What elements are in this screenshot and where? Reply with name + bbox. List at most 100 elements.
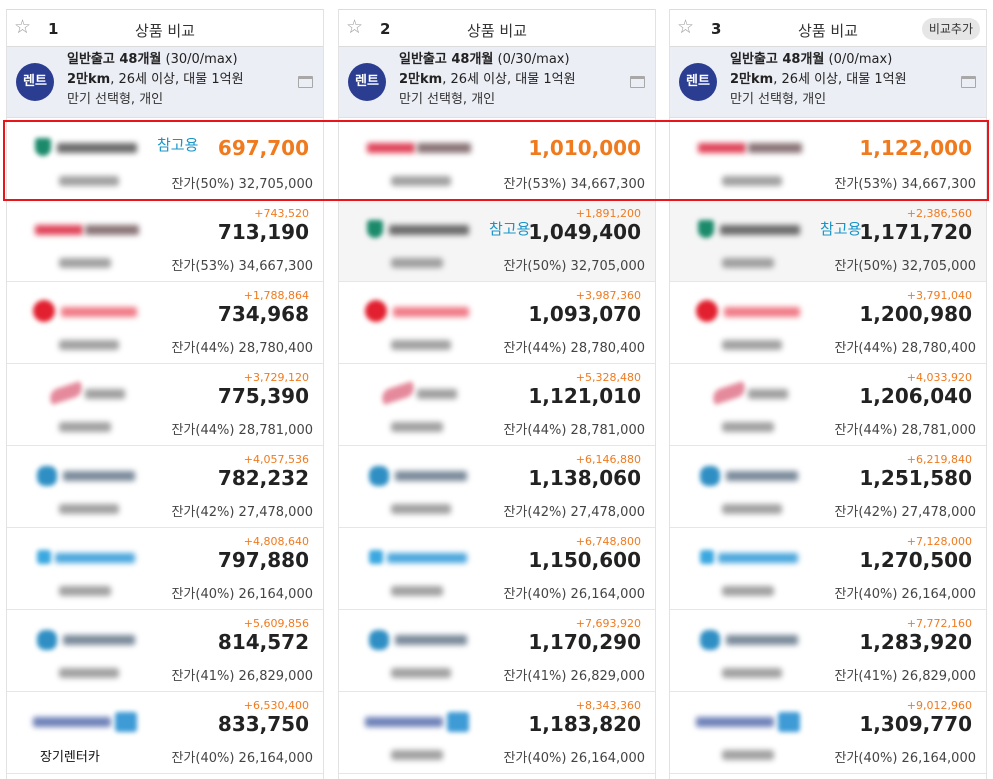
star-outline-icon[interactable]: ☆ (14, 16, 32, 38)
company-logo (694, 712, 804, 732)
quote-row[interactable]: +6,219,840 1,251,580 잔가(42%) 27,478,000 (670, 446, 986, 528)
condition-driver: , 26세 이상, 대물 1억원 (773, 72, 907, 87)
product-name-blurred (722, 750, 774, 760)
condition-driver: , 26세 이상, 대물 1억원 (110, 72, 244, 87)
compare-column-2: ☆ 2 상품 비교 렌트 일반출고 48개월 (0/30/max) 2만km, 26세 이… (338, 9, 656, 779)
price-difference: +1,788,864 (243, 289, 309, 302)
window-icon[interactable] (630, 76, 645, 88)
reference-label: 참고용 (157, 136, 199, 154)
quote-row[interactable]: +4,808,640 797,880 잔가(40%) 26,164,000 (7, 528, 323, 610)
residual-value: 잔가(44%) 28,780,400 (834, 341, 976, 356)
residual-value: 잔가(42%) 27,478,000 (834, 505, 976, 520)
monthly-price: 833,750 (217, 712, 309, 736)
compare-column-1: ☆ 1 상품 비교 렌트 일반출고 48개월 (30/0/max) 2만km, 26세 이… (6, 9, 324, 779)
condition-summary[interactable]: 렌트 일반출고 48개월 (0/30/max) 2만km, 26세 이상, 대물 1… (339, 47, 655, 118)
company-logo (31, 220, 141, 240)
quote-row[interactable]: +6,748,800 1,150,600 잔가(40%) 26,164,000 (339, 528, 655, 610)
company-logo (694, 220, 804, 240)
quote-row[interactable]: +5,609,856 814,572 잔가(41%) 26,829,000 (7, 610, 323, 692)
quote-row[interactable]: +7,693,920 1,170,290 잔가(41%) 26,829,000 (339, 610, 655, 692)
star-outline-icon[interactable]: ☆ (677, 16, 695, 38)
quote-row[interactable]: +8,343,360 1,183,820 잔가(40%) 26,164,000 (339, 692, 655, 774)
monthly-price: 775,390 (217, 384, 309, 408)
residual-value: 잔가(50%) 32,705,000 (171, 177, 313, 192)
price-difference: +4,808,640 (243, 535, 309, 548)
monthly-price: 1,170,290 (528, 630, 641, 654)
residual-value: 잔가(44%) 28,781,000 (171, 423, 313, 438)
quote-row[interactable]: +5,328,480 1,121,010 잔가(44%) 28,781,000 (339, 364, 655, 446)
quote-row[interactable]: 참고용 +2,386,560 1,171,720 잔가(50%) 32,705,000 (670, 200, 986, 282)
condition-summary[interactable]: 렌트 일반출고 48개월 (0/0/max) 2만km, 26세 이상, 대물 1억… (670, 47, 986, 118)
monthly-price: 1,206,040 (859, 384, 972, 408)
star-outline-icon[interactable]: ☆ (346, 16, 364, 38)
monthly-price: 1,283,920 (859, 630, 972, 654)
quote-row[interactable]: +4,033,920 1,206,040 잔가(44%) 28,781,000 (670, 364, 986, 446)
column-header: ☆ 3 상품 비교 비교추가 (670, 9, 986, 47)
product-name-blurred (391, 176, 451, 186)
condition-mileage: 2만km (730, 72, 774, 87)
quote-row[interactable]: 1,122,000 잔가(53%) 34,667,300 (670, 118, 986, 200)
product-name-blurred (722, 176, 782, 186)
quote-row[interactable]: 1,010,000 잔가(53%) 34,667,300 (339, 118, 655, 200)
window-icon[interactable] (961, 76, 976, 88)
monthly-price: 1,138,060 (528, 466, 641, 490)
quote-row[interactable]: 장기렌터카 +6,530,400 833,750 잔가(40%) 26,164,000 (7, 692, 323, 774)
rent-badge: 렌트 (348, 63, 386, 101)
quote-row[interactable]: +6,146,880 1,138,060 잔가(42%) 27,478,000 (339, 446, 655, 528)
quote-row[interactable]: +7,128,000 1,270,500 잔가(40%) 26,164,000 (670, 528, 986, 610)
monthly-price: 1,049,400 (528, 220, 641, 244)
condition-term: 일반출고 48개월 (730, 52, 825, 67)
condition-contract: 만기 선택형, 개인 (730, 92, 827, 107)
quote-row[interactable]: +4,057,536 782,232 잔가(42%) 27,478,000 (7, 446, 323, 528)
price-difference: +1,891,200 (575, 207, 641, 220)
monthly-price: 1,251,580 (859, 466, 972, 490)
product-name-blurred (59, 422, 111, 432)
quote-row[interactable]: +1,788,864 734,968 잔가(44%) 28,780,400 (7, 282, 323, 364)
price-difference: +4,057,536 (243, 453, 309, 466)
compare-column-3: ☆ 3 상품 비교 비교추가 렌트 일반출고 48개월 (0/0/max) 2만km, 26… (669, 9, 987, 779)
company-logo (694, 381, 804, 405)
company-logo (694, 466, 804, 486)
monthly-price: 1,309,770 (859, 712, 972, 736)
product-name-blurred (391, 668, 451, 678)
monthly-price: 1,171,720 (859, 220, 972, 244)
condition-contract: 만기 선택형, 개인 (399, 92, 496, 107)
product-name-blurred (59, 176, 119, 186)
price-difference: +7,772,160 (906, 617, 972, 630)
condition-ratio: (0/0/max) (824, 52, 893, 67)
condition-term: 일반출고 48개월 (399, 52, 494, 67)
monthly-price: 1,093,070 (528, 302, 641, 326)
product-name: 장기렌터카 (40, 750, 100, 765)
price-difference: +4,033,920 (906, 371, 972, 384)
product-name-blurred (722, 340, 782, 350)
price-difference: +743,520 (254, 207, 309, 220)
column-title: 상품 비교 (467, 22, 527, 40)
residual-value: 잔가(40%) 26,164,000 (503, 751, 645, 766)
quote-row[interactable]: +3,729,120 775,390 잔가(44%) 28,781,000 (7, 364, 323, 446)
monthly-price: 1,200,980 (859, 302, 972, 326)
window-icon[interactable] (298, 76, 313, 88)
product-name-blurred (722, 586, 774, 596)
rent-badge: 렌트 (16, 63, 54, 101)
condition-summary[interactable]: 렌트 일반출고 48개월 (30/0/max) 2만km, 26세 이상, 대물 1… (7, 47, 323, 118)
residual-value: 잔가(53%) 34,667,300 (834, 177, 976, 192)
quote-row[interactable]: 참고용 +1,891,200 1,049,400 잔가(50%) 32,705,000 (339, 200, 655, 282)
quote-row[interactable]: +7,772,160 1,283,920 잔가(41%) 26,829,000 (670, 610, 986, 692)
reference-label: 참고용 (820, 220, 862, 238)
quote-row[interactable]: +3,791,040 1,200,980 잔가(44%) 28,780,400 (670, 282, 986, 364)
monthly-price: 1,150,600 (528, 548, 641, 572)
quote-row[interactable]: +9,012,960 1,309,770 잔가(40%) 26,164,000 (670, 692, 986, 774)
product-name-blurred (391, 258, 443, 268)
product-name-blurred (59, 668, 119, 678)
column-header: ☆ 1 상품 비교 (7, 9, 323, 47)
add-compare-button[interactable]: 비교추가 (921, 18, 980, 40)
price-difference: +2,386,560 (906, 207, 972, 220)
quote-row[interactable]: +3,987,360 1,093,070 잔가(44%) 28,780,400 (339, 282, 655, 364)
quote-row[interactable]: +743,520 713,190 잔가(53%) 34,667,300 (7, 200, 323, 282)
residual-value: 잔가(44%) 28,781,000 (503, 423, 645, 438)
product-name-blurred (59, 586, 111, 596)
quote-row[interactable]: 참고용 697,700 잔가(50%) 32,705,000 (7, 118, 323, 200)
monthly-price: 814,572 (217, 630, 309, 654)
price-difference: +3,791,040 (906, 289, 972, 302)
